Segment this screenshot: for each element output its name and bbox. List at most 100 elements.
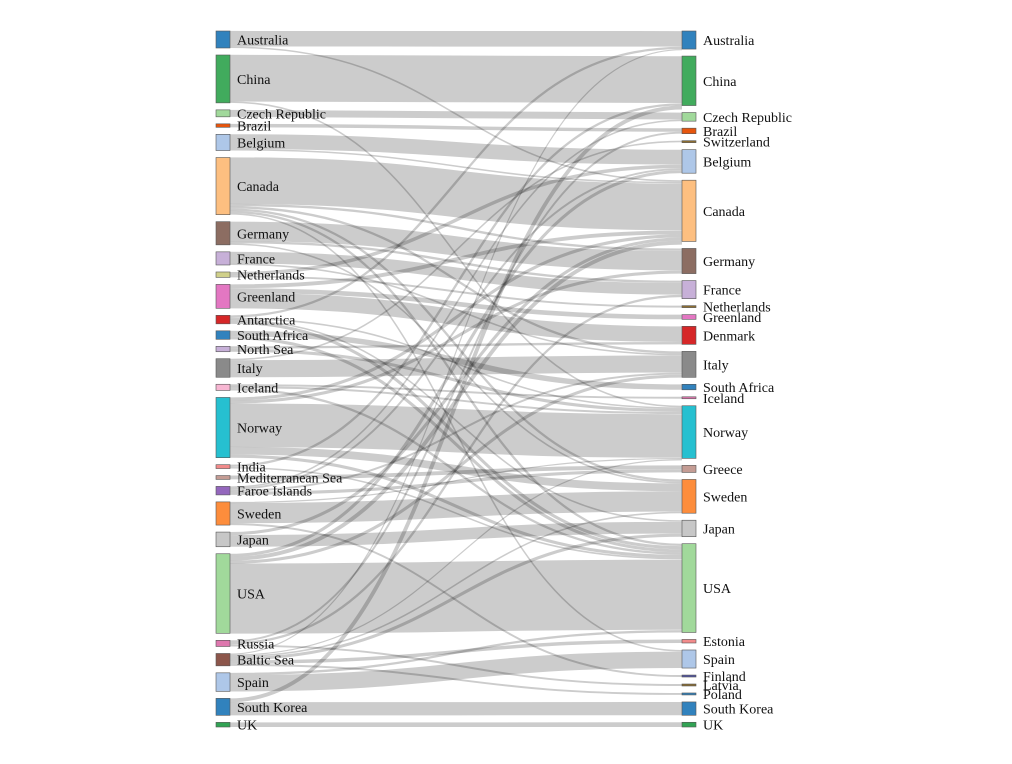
link-italy-to-switzerland: [229, 140, 683, 361]
link-china-to-norway: [229, 101, 683, 408]
link-china-to-china: [229, 54, 683, 103]
link-norway-to-canada: [229, 234, 683, 401]
link-canada-to-germany: [229, 203, 683, 251]
link-faroe-islands-to-greece: [229, 469, 683, 495]
link-norway-to-germany: [229, 270, 683, 404]
link-japan-to-japan: [229, 521, 683, 547]
left-node-north-sea: [215, 346, 231, 353]
link-usa-to-canada: [229, 240, 683, 561]
right-node-italy: [681, 351, 697, 378]
left-label-iceland: Iceland: [237, 381, 278, 396]
left-node-germany: [215, 221, 231, 246]
link-antarctica-to-australia: [229, 46, 683, 318]
link-baltic-sea-to-norway: [229, 459, 683, 656]
link-antarctica-to-japan: [229, 319, 683, 522]
link-canada-to-canada: [229, 157, 683, 231]
right-node-greenland: [681, 314, 697, 320]
link-india-to-usa: [229, 466, 683, 560]
right-node-switzerland: [681, 140, 697, 143]
left-node-india: [215, 464, 231, 469]
link-sweden-to-finland: [229, 523, 683, 678]
right-node-south-africa: [681, 384, 697, 391]
right-node-greece: [681, 465, 697, 473]
left-label-norway: Norway: [237, 422, 282, 437]
left-label-sweden: Sweden: [237, 507, 281, 522]
left-label-brazil: Brazil: [237, 120, 271, 135]
right-label-greece: Greece: [703, 463, 743, 478]
right-label-france: France: [703, 284, 741, 299]
left-label-antarctica: Antarctica: [237, 314, 296, 329]
left-node-norway: [215, 397, 231, 458]
right-label-poland: Poland: [703, 688, 742, 703]
right-label-estonia: Estonia: [703, 635, 746, 650]
link-germany-to-germany: [229, 221, 683, 271]
link-antarctica-to-norway: [229, 317, 683, 409]
link-canada-to-usa: [229, 210, 683, 547]
link-baltic-sea-to-sweden: [229, 511, 683, 658]
left-label-spain: Spain: [237, 676, 269, 691]
left-node-canada: [215, 157, 231, 215]
right-node-finland: [681, 674, 697, 678]
left-node-antarctica: [215, 315, 231, 325]
left-label-north-sea: North Sea: [237, 343, 294, 358]
right-node-japan: [681, 519, 697, 538]
link-norway-to-usa: [229, 454, 683, 558]
link-russia-to-brazil: [229, 131, 683, 643]
left-label-netherlands: Netherlands: [237, 269, 305, 284]
left-node-usa: [215, 553, 231, 634]
left-node-netherlands: [215, 271, 231, 278]
link-canada-to-sweden: [229, 208, 683, 482]
link-japan-to-canada: [229, 237, 683, 536]
right-node-iceland: [681, 396, 697, 400]
right-label-usa: USA: [703, 582, 732, 597]
link-baltic-sea-to-poland: [229, 663, 683, 695]
link-russia-to-latvia: [229, 644, 683, 686]
left-node-sweden: [215, 501, 231, 526]
left-label-faroe-islands: Faroe Islands: [237, 485, 312, 500]
right-label-switzerland: Switzerland: [703, 136, 770, 151]
right-label-finland: Finland: [703, 670, 746, 685]
left-label-china: China: [237, 73, 271, 88]
link-south-korea-to-china: [229, 105, 683, 703]
right-label-brazil: Brazil: [703, 125, 737, 140]
right-label-iceland: Iceland: [703, 392, 744, 407]
left-label-russia: Russia: [237, 637, 275, 652]
link-faroe-islands-to-belgium: [229, 168, 683, 490]
right-label-netherlands: Netherlands: [703, 301, 771, 316]
right-label-south-korea: South Korea: [703, 703, 774, 718]
link-france-to-italy: [229, 263, 683, 356]
link-germany-to-france: [229, 240, 683, 283]
link-baltic-sea-to-australia: [229, 49, 683, 655]
left-label-france: France: [237, 252, 275, 267]
left-node-iceland: [215, 383, 231, 391]
right-node-czech-republic: [681, 112, 697, 122]
link-sweden-to-sweden: [229, 491, 683, 524]
left-node-china: [215, 54, 231, 104]
left-node-south-africa: [215, 330, 231, 340]
right-label-sweden: Sweden: [703, 490, 747, 505]
link-greenland-to-greenland: [229, 288, 683, 320]
right-label-czech-republic: Czech Republic: [703, 111, 792, 126]
link-usa-to-belgium: [229, 170, 683, 557]
right-label-canada: Canada: [703, 205, 746, 220]
left-label-germany: Germany: [237, 227, 289, 242]
link-australia-to-canada: [229, 46, 683, 182]
left-node-greenland: [215, 284, 231, 309]
left-label-south-korea: South Korea: [237, 701, 308, 716]
right-node-brazil: [681, 127, 697, 134]
link-canada-to-italy: [229, 206, 683, 354]
link-greenland-to-canada: [229, 230, 683, 289]
right-node-denmark: [681, 326, 697, 345]
link-antarctica-to-usa: [229, 320, 683, 550]
right-node-canada: [681, 179, 697, 242]
link-mediterranean-sea-to-greece: [229, 465, 683, 480]
link-norway-to-sweden: [229, 446, 683, 492]
link-south-africa-to-usa: [229, 336, 683, 553]
link-usa-to-italy: [229, 374, 683, 564]
right-node-germany: [681, 248, 697, 274]
left-label-india: India: [237, 461, 267, 476]
link-belgium-to-belgium: [229, 134, 683, 165]
left-node-south-korea: [215, 698, 231, 716]
